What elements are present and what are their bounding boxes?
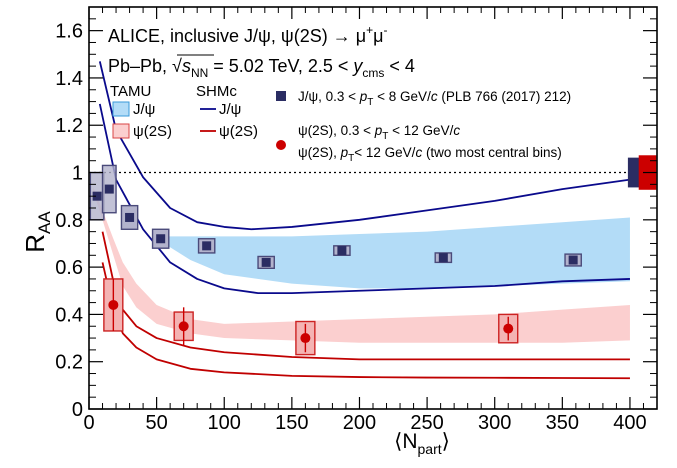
annotation-line-1-a: ALICE, inclusive J/ψ, ψ(2S) → μ	[108, 26, 366, 46]
legend-psi2s2-b: < 12 GeV/	[354, 145, 415, 160]
x-tick-label: 250	[410, 412, 443, 434]
annotation-line-1-sup2: -	[384, 23, 388, 37]
legend-tamu-jpsi-label: J/ψ	[133, 101, 155, 118]
psi2s-data-point	[503, 323, 514, 334]
y-tick-label: 0.2	[55, 352, 83, 374]
legend-psi2s-data-label-1: ψ(2S), 0.3 < pT < 12 GeV/c	[298, 123, 460, 142]
x-axis-title-open: ⟨N	[394, 430, 417, 453]
annotation-line-2-y: y	[351, 56, 363, 76]
shmc-jpsi-curve	[98, 61, 631, 231]
psi2s-data-point	[108, 299, 119, 310]
x-tick-label: 200	[343, 412, 376, 434]
y-tick-label: 1	[72, 163, 83, 185]
annotation-line-2-c: < 4	[384, 56, 415, 76]
annotation-line-2-s: s	[182, 56, 191, 76]
legend-jpsi-a: J/ψ, 0.3 <	[298, 89, 360, 104]
jpsi-data-point	[202, 241, 212, 251]
legend-psi2s1-p: p	[374, 123, 383, 138]
y-tick-label: 0.8	[55, 210, 83, 232]
y-axis-title: RAA	[20, 211, 54, 253]
legend-jpsi-data-marker	[276, 91, 286, 101]
x-tick-label: 400	[613, 412, 646, 434]
y-axis-title-main: R	[20, 234, 50, 253]
annotation-line-2-a: Pb–Pb,	[108, 56, 172, 76]
legend-psi2s-data-marker	[276, 140, 286, 150]
x-tick-label: 0	[83, 412, 94, 434]
annotation-line-1-sup1: +	[366, 23, 373, 37]
legend-jpsi-t: T	[367, 97, 373, 108]
x-tick-label: 150	[275, 412, 308, 434]
x-axis-title-close: ⟩	[442, 430, 450, 453]
tamu-jpsi-band	[156, 217, 630, 289]
legend-psi2s2-p: p	[340, 145, 349, 160]
x-axis-title: ⟨Npart⟩	[394, 430, 450, 457]
jpsi-data-point	[125, 212, 135, 222]
data-points	[92, 184, 578, 353]
legend-tamu-psi2s-label: ψ(2S)	[133, 123, 172, 140]
legend-jpsi-d: (PLB 766 (2017) 212)	[438, 89, 572, 104]
legend-tamu-jpsi-swatch	[112, 101, 130, 117]
legend-jpsi-b: < 8 GeV/	[373, 89, 431, 104]
jpsi-data-point	[92, 191, 102, 201]
legend-tamu-header: TAMU	[110, 83, 151, 100]
jpsi-data-point	[261, 257, 271, 267]
y-axis-title-sub: AA	[35, 211, 54, 234]
jpsi-data-point	[104, 184, 114, 194]
annotation-line-2: Pb–Pb, √sNN = 5.02 TeV, 2.5 < ycms < 4	[108, 56, 415, 80]
y-tick-labels: 0 0.2 0.4 0.6 0.8 1 1.2 1.4 1.6	[55, 21, 83, 421]
psi2s-data-point	[300, 333, 311, 344]
annotation-line-2-b: = 5.02 TeV, 2.5 <	[208, 56, 353, 76]
legend-psi2s2-a: ψ(2S),	[298, 145, 341, 160]
y-tick-label: 0	[72, 399, 83, 421]
jpsi-data-point	[337, 246, 347, 256]
tamu-psi2s-band	[93, 186, 630, 343]
legend-psi2s2-d: (two most central bins)	[422, 145, 562, 160]
x-tick-label: 300	[478, 412, 511, 434]
jpsi-data-point	[568, 255, 578, 265]
legend-psi2s1-b: < 12 GeV/	[388, 123, 453, 138]
legend-tamu-psi2s-swatch	[112, 123, 130, 139]
y-tick-label: 1.2	[55, 115, 83, 137]
x-tick-labels: 0 50 100 150 200 250 300 350 400	[83, 412, 646, 434]
legend-jpsi-c: c	[431, 89, 438, 104]
annotation-line-2-nn: NN	[191, 66, 208, 80]
x-tick-label: 350	[546, 412, 579, 434]
y-tick-label: 0.4	[55, 304, 83, 326]
legend-shmc-header: SHMc	[196, 83, 237, 100]
x-axis-title-sub: part	[418, 441, 442, 457]
legend-shmc-psi2s-label: ψ(2S)	[219, 123, 258, 140]
legend-shmc-jpsi-label: J/ψ	[219, 101, 241, 118]
shmc-jpsi-curve	[98, 103, 630, 295]
legend-psi2s2-c: c	[415, 145, 422, 160]
jpsi-data-point	[156, 234, 166, 244]
legend-psi2s1-c: c	[453, 123, 460, 138]
annotation-line-2-sqrt: √	[172, 56, 182, 76]
legend-psi2s2-t: T	[348, 153, 354, 164]
annotation-line-1-b: μ	[373, 26, 383, 46]
y-tick-label: 0.6	[55, 257, 83, 279]
shmc-psi2s-curve	[101, 262, 630, 380]
y-tick-label: 1.6	[55, 21, 83, 43]
legend-psi2s1-a: ψ(2S), 0.3 <	[298, 123, 375, 138]
legend-jpsi-p: p	[359, 89, 368, 104]
legend-psi2s1-t: T	[382, 131, 388, 142]
annotation-line-2-cms: cms	[362, 66, 384, 80]
psi2s-data-point	[178, 321, 189, 332]
jpsi-data-point	[438, 253, 448, 263]
x-tick-label: 50	[145, 412, 167, 434]
legend-jpsi-data-label: J/ψ, 0.3 < pT < 8 GeV/c (PLB 766 (2017) …	[298, 89, 571, 108]
annotation-line-1: ALICE, inclusive J/ψ, ψ(2S) → μ+μ-	[108, 23, 388, 46]
model-bands	[93, 186, 630, 343]
y-tick-label: 1.4	[55, 68, 83, 90]
legend-psi2s-data-label-2: ψ(2S), pT< 12 GeV/c (two most central bi…	[298, 145, 562, 164]
axis-ticks	[88, 7, 657, 410]
x-tick-label: 100	[208, 412, 241, 434]
